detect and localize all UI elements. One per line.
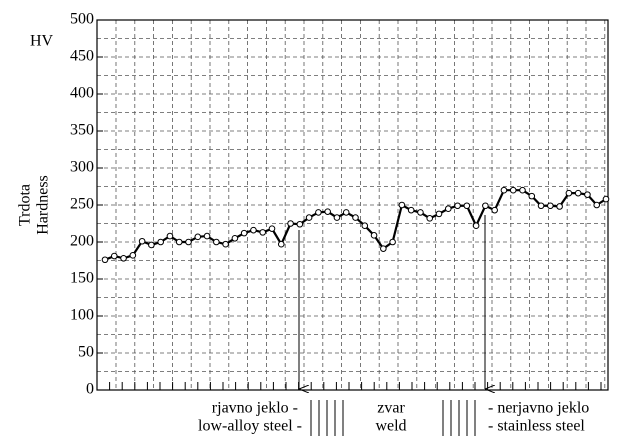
annotation: - nerjavno jeklo <box>488 400 589 417</box>
data-point <box>398 201 406 209</box>
data-point <box>547 202 554 210</box>
data-point <box>231 235 239 242</box>
y-tick-label: 50 <box>78 344 94 361</box>
y-tick-label: 350 <box>70 122 94 139</box>
data-line <box>104 189 607 261</box>
data-point <box>305 214 313 221</box>
y-tick-label: 300 <box>70 159 94 176</box>
data-point <box>500 186 508 194</box>
data-point <box>444 205 452 212</box>
data-point <box>528 192 536 200</box>
annotation: rjavno jeklo - <box>212 400 298 417</box>
data-point <box>519 186 526 194</box>
data-point <box>250 226 257 234</box>
data-point <box>472 222 480 230</box>
data-point <box>101 256 109 264</box>
data-point <box>463 202 471 210</box>
data-point <box>222 240 229 248</box>
data-point <box>509 186 517 194</box>
data-point <box>361 222 369 230</box>
data-point <box>296 220 304 228</box>
y-label: Hardness <box>35 175 52 235</box>
data-point <box>584 191 591 198</box>
data-point <box>593 201 601 209</box>
y-tick-label: 450 <box>70 48 94 65</box>
annotation: weld <box>375 418 406 435</box>
data-point <box>287 220 294 227</box>
data-point <box>537 202 545 210</box>
data-point <box>185 238 192 246</box>
data-point <box>148 241 155 249</box>
data-point <box>166 232 174 240</box>
data-point <box>426 215 434 222</box>
data-point <box>370 232 378 239</box>
data-point <box>315 209 322 216</box>
data-point <box>389 238 396 246</box>
data-point <box>407 206 415 214</box>
annotation: - stainless steel <box>488 418 585 435</box>
data-point <box>277 240 285 248</box>
data-point <box>213 238 220 246</box>
data-point <box>259 229 267 236</box>
data-point <box>352 214 359 221</box>
chart-title: HV <box>30 33 54 50</box>
data-point <box>324 208 331 215</box>
data-point <box>556 203 563 210</box>
data-point <box>110 252 118 260</box>
annotation: zvar <box>377 400 405 417</box>
grid <box>97 20 608 390</box>
data-point <box>120 254 127 262</box>
separator-bars <box>310 400 476 436</box>
data-point <box>491 206 498 214</box>
y-tick-label: 400 <box>70 85 94 102</box>
data-point <box>138 237 146 245</box>
data-point <box>194 233 202 241</box>
data-point <box>435 210 443 218</box>
data-point <box>268 225 276 232</box>
data-point <box>240 229 248 237</box>
data-point <box>333 214 341 221</box>
data-point <box>342 209 350 216</box>
data-point <box>602 195 610 203</box>
y-tick-label: 100 <box>70 307 94 324</box>
data-point <box>565 189 573 197</box>
y-tick-label: 0 <box>86 381 94 398</box>
data-point <box>454 202 461 210</box>
y-tick-label: 500 <box>70 11 94 28</box>
annotation: low-alloy steel - <box>198 418 302 435</box>
data-point <box>203 232 211 240</box>
y-tick-label: 200 <box>70 233 94 250</box>
data-point <box>417 209 424 216</box>
data-point <box>482 202 489 210</box>
data-point <box>380 245 387 252</box>
y-tick-label: 250 <box>70 196 94 213</box>
data-point <box>175 238 183 246</box>
data-point <box>157 238 164 246</box>
data-point <box>129 252 137 259</box>
y-label: Trdota <box>17 184 34 226</box>
data-point <box>574 189 582 197</box>
y-tick-label: 150 <box>70 270 94 287</box>
